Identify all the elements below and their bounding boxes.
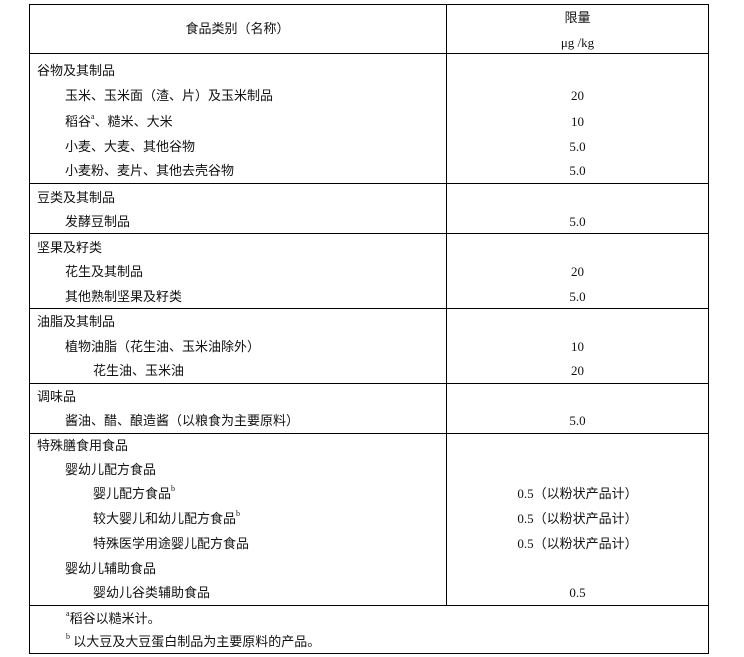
row-limit-value: 0.5（以粉状产品计） xyxy=(517,536,638,551)
section-divider xyxy=(29,383,709,384)
row-category: 谷物及其制品 xyxy=(37,63,116,78)
row-limit-value: 5.0 xyxy=(569,289,586,304)
row-category: 婴幼儿谷类辅助食品 xyxy=(93,585,211,600)
footnote-b: b 以大豆及大豆蛋白制品为主要原料的产品。 xyxy=(66,632,321,649)
row-category: 小麦粉、麦片、其他去壳谷物 xyxy=(65,163,235,178)
row-category: 特殊医学用途婴儿配方食品 xyxy=(93,536,250,551)
row-limit-value: 20 xyxy=(571,363,584,378)
row-limit-value: 20 xyxy=(571,264,584,279)
row-category: 特殊膳食用食品 xyxy=(37,438,129,453)
row-limit-value: 5.0 xyxy=(569,214,586,229)
row-limit-value: 0.5 xyxy=(569,585,586,600)
row-category: 油脂及其制品 xyxy=(37,314,116,329)
table-left-border xyxy=(29,4,30,654)
row-category: 小麦、大麦、其他谷物 xyxy=(65,139,196,154)
row-category: 发酵豆制品 xyxy=(65,214,131,229)
column-divider xyxy=(446,4,447,605)
row-limit-value: 5.0 xyxy=(569,163,586,178)
row-limit-value: 0.5（以粉状产品计） xyxy=(517,486,638,501)
table-top-border xyxy=(29,4,709,5)
row-category: 花生油、玉米油 xyxy=(93,363,185,378)
header-limit: 限量 xyxy=(564,10,591,25)
row-category: 其他熟制坚果及籽类 xyxy=(65,289,183,304)
row-limit-value: 10 xyxy=(571,339,584,354)
row-category: 坚果及籽类 xyxy=(37,240,103,255)
row-category: 花生及其制品 xyxy=(65,264,144,279)
section-divider xyxy=(29,433,709,434)
table-right-border xyxy=(708,4,709,654)
row-limit-value: 5.0 xyxy=(569,413,586,428)
row-category: 婴幼儿辅助食品 xyxy=(65,561,157,576)
row-limit-value: 5.0 xyxy=(569,139,586,154)
section-divider xyxy=(29,308,709,309)
row-category: 较大婴儿和幼儿配方食品b xyxy=(93,509,241,526)
table-bottom-border xyxy=(29,653,709,654)
row-category: 婴幼儿配方食品 xyxy=(65,462,157,477)
header-unit: μg /kg xyxy=(560,35,595,50)
row-category: 调味品 xyxy=(37,389,77,404)
row-limit-value: 0.5（以粉状产品计） xyxy=(517,511,638,526)
row-category: 稻谷a、糙米、大米 xyxy=(65,112,173,129)
row-category: 玉米、玉米面（渣、片）及玉米制品 xyxy=(65,88,274,103)
header-bottom-border xyxy=(29,53,709,54)
row-category: 植物油脂（花生油、玉米油除外） xyxy=(65,339,261,354)
footnote-top-border xyxy=(29,605,709,606)
section-divider xyxy=(29,183,709,184)
row-category: 酱油、醋、酿造酱（以粮食为主要原料） xyxy=(65,413,300,428)
footnote-a: a稻谷以糙米计。 xyxy=(66,609,161,626)
row-limit-value: 20 xyxy=(571,88,584,103)
header-category: 食品类别（名称） xyxy=(185,21,290,36)
row-limit-value: 10 xyxy=(571,114,584,129)
row-category: 婴儿配方食品b xyxy=(93,484,176,501)
section-divider xyxy=(29,233,709,234)
row-category: 豆类及其制品 xyxy=(37,190,116,205)
